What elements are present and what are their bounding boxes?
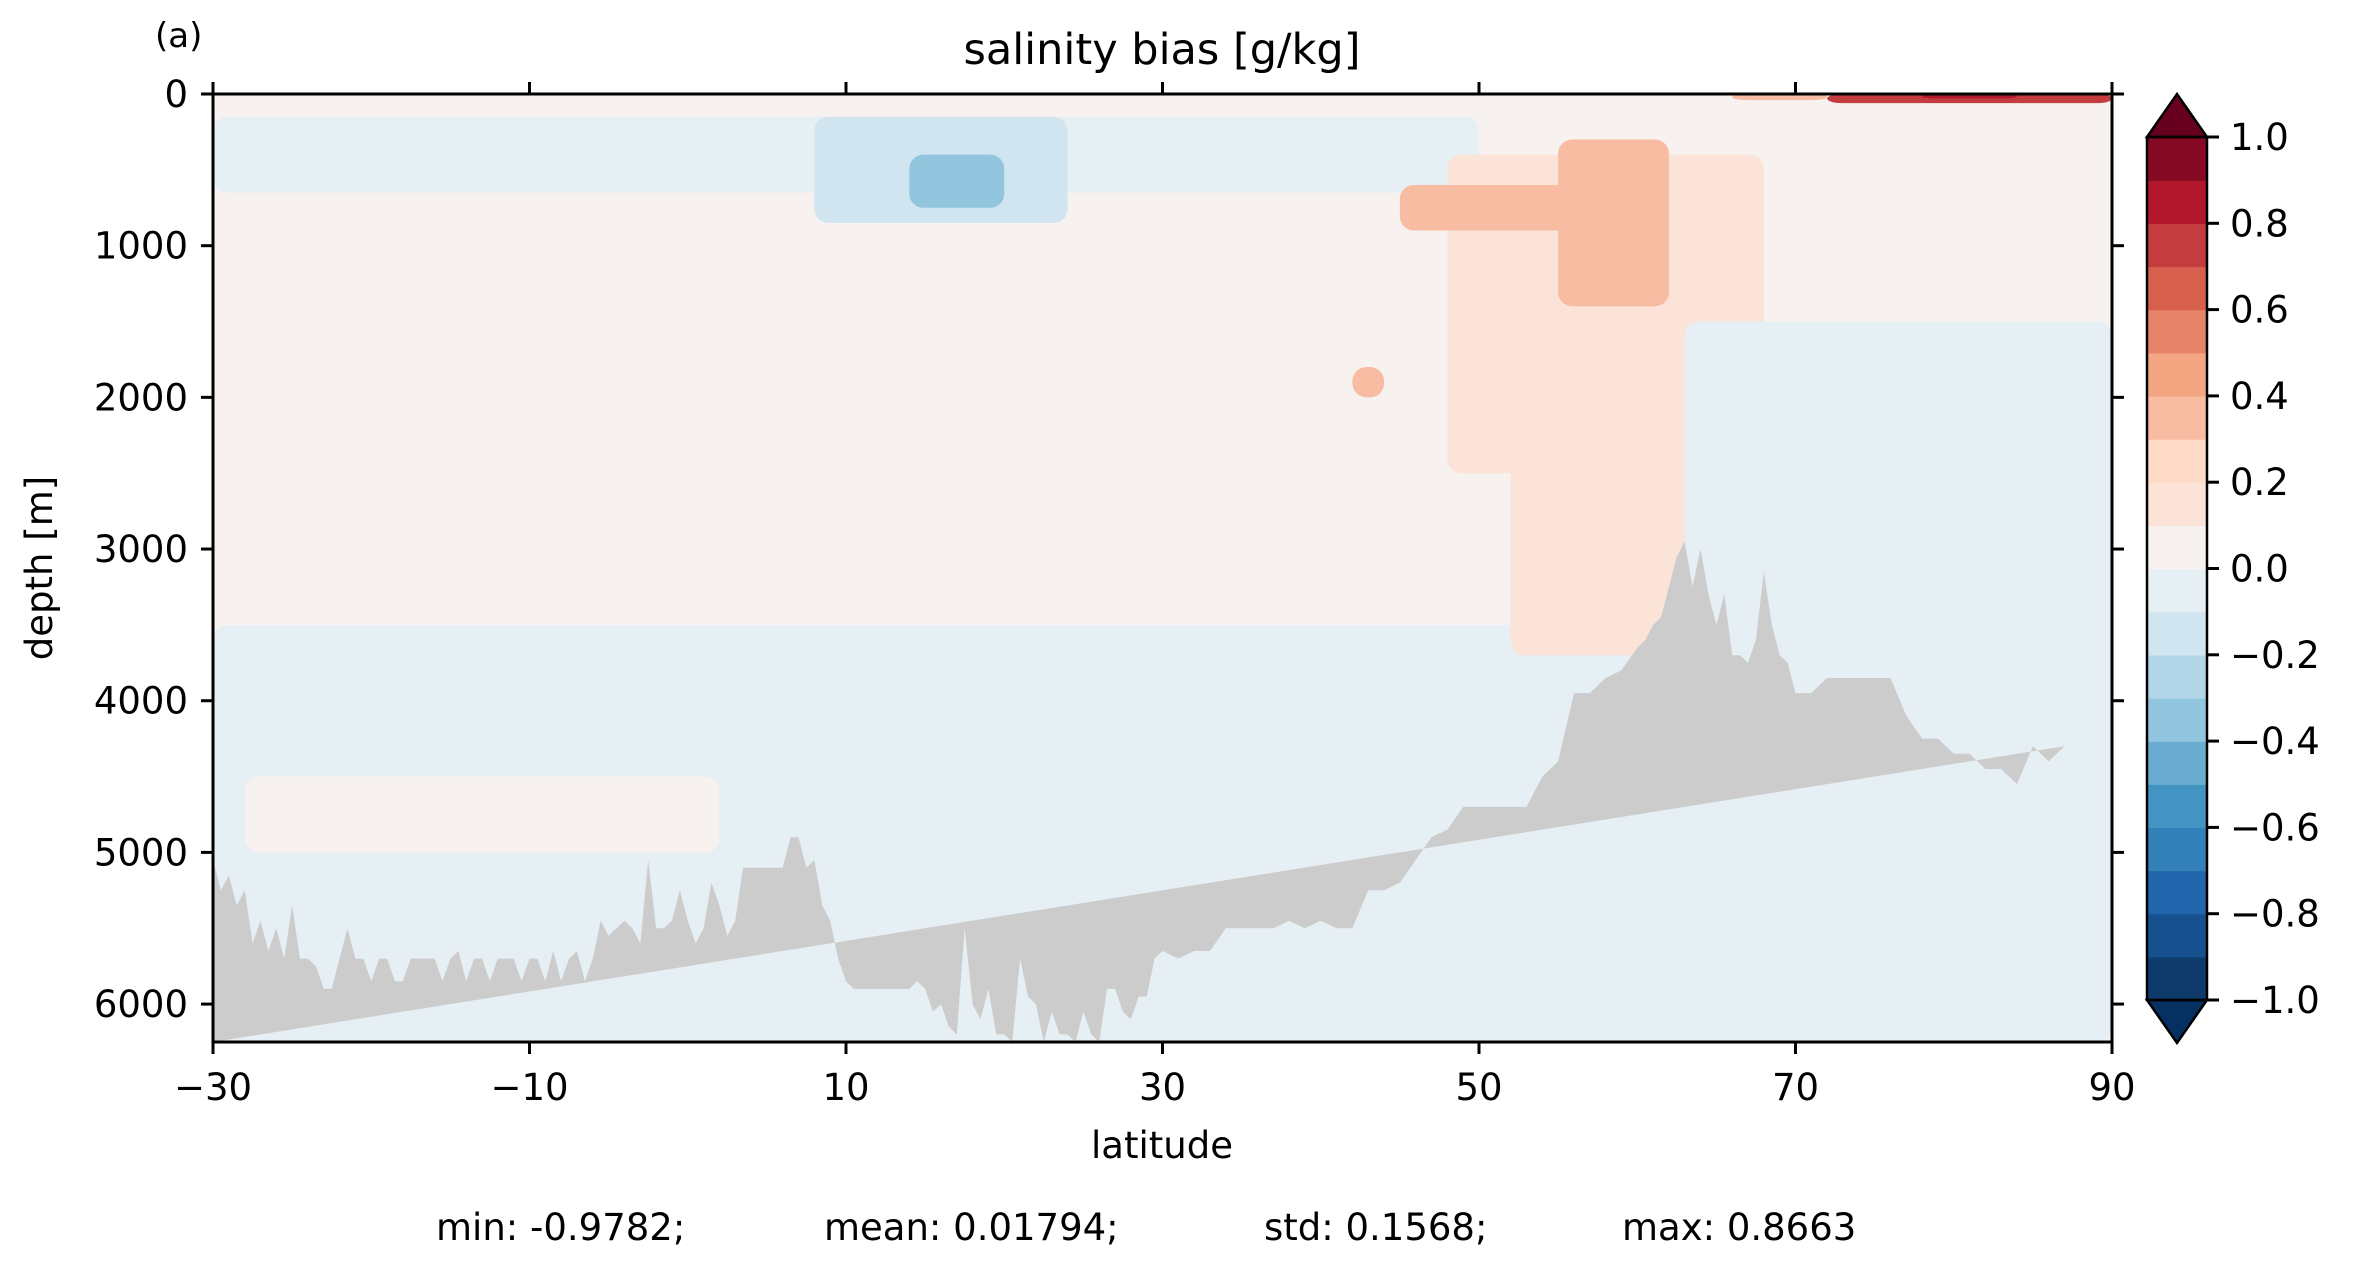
colorbar-tick-label: 1.0 bbox=[2230, 116, 2289, 159]
plot-area bbox=[213, 94, 2112, 1042]
salinity-field bbox=[213, 94, 2112, 1042]
colorbar-tick-label: −0.6 bbox=[2230, 806, 2320, 849]
x-axis-label: latitude bbox=[1091, 1124, 1233, 1167]
x-tick-label: 90 bbox=[2088, 1066, 2135, 1109]
colorbar-level bbox=[2147, 223, 2207, 268]
x-tick-label: 10 bbox=[822, 1066, 869, 1109]
x-tick-label: −30 bbox=[174, 1066, 252, 1109]
colorbar-level bbox=[2147, 956, 2207, 1001]
colorbar-level bbox=[2147, 395, 2207, 440]
panel-label: (a) bbox=[155, 16, 202, 56]
field-patch-10 bbox=[1399, 185, 1638, 231]
y-tick-label: 6000 bbox=[94, 983, 188, 1026]
colorbar-level bbox=[2147, 698, 2207, 742]
colorbar-level bbox=[2147, 784, 2207, 829]
stat-std: std: 0.1568; bbox=[1264, 1206, 1487, 1249]
colorbar-level bbox=[2147, 870, 2207, 915]
x-tick-label: 50 bbox=[1455, 1066, 1502, 1109]
colorbar-tick-label: 0.4 bbox=[2230, 375, 2289, 418]
stat-max: max: 0.8663 bbox=[1622, 1206, 1856, 1249]
field-patch-6 bbox=[244, 776, 720, 853]
field-patch-8 bbox=[1510, 245, 1701, 656]
colorbar-level bbox=[2147, 352, 2207, 397]
colorbar-level bbox=[2147, 827, 2207, 872]
colorbar-level bbox=[2147, 309, 2207, 354]
y-axis: 0 1000 2000 3000 4000 5000 6000 bbox=[94, 73, 2124, 1026]
colorbar: 1.0 0.8 0.6 0.4 0.2 0.0 −0.2 −0.4 −0.6 −0.8 −1.0 bbox=[2144, 91, 2320, 1046]
y-axis-label: depth [m] bbox=[18, 476, 61, 660]
chart-title: salinity bias [g/kg] bbox=[963, 25, 1360, 75]
y-tick-label: 1000 bbox=[94, 225, 188, 268]
colorbar-tick-label: 0.2 bbox=[2230, 461, 2289, 504]
colorbar-level bbox=[2147, 654, 2207, 699]
y-tick-label: 3000 bbox=[94, 528, 188, 571]
colorbar-tick-label: −1.0 bbox=[2230, 979, 2320, 1022]
y-tick-label: 0 bbox=[164, 73, 188, 116]
colorbar-level bbox=[2147, 525, 2207, 570]
x-axis: −30 −10 10 30 50 70 90 bbox=[174, 82, 2136, 1109]
colorbar-level bbox=[2147, 611, 2207, 656]
colorbar-tick-label: 0.6 bbox=[2230, 289, 2289, 332]
colorbar-level bbox=[2147, 266, 2207, 311]
colorbar-tick-label: −0.2 bbox=[2230, 634, 2320, 677]
x-tick-label: 30 bbox=[1139, 1066, 1186, 1109]
x-tick-label: 70 bbox=[1772, 1066, 1819, 1109]
field-patch-11 bbox=[1352, 367, 1385, 398]
colorbar-level bbox=[2147, 913, 2207, 958]
colorbar-extend-over bbox=[2144, 91, 2210, 139]
colorbar-level bbox=[2147, 439, 2207, 483]
colorbar-tick-label: 0.0 bbox=[2230, 548, 2289, 591]
field-patch-15 bbox=[1684, 321, 2112, 777]
colorbar-level bbox=[2147, 568, 2207, 613]
colorbar-level bbox=[2147, 482, 2207, 526]
stat-min: min: -0.9782; bbox=[436, 1206, 685, 1249]
bathymetry-land bbox=[213, 541, 2065, 1042]
colorbar-tick-label: −0.4 bbox=[2230, 720, 2320, 763]
field-patch-2 bbox=[213, 124, 846, 186]
colorbar-level bbox=[2147, 741, 2207, 785]
colorbar-extend-under bbox=[2144, 998, 2210, 1046]
y-tick-label: 2000 bbox=[94, 376, 188, 419]
y-tick-label: 4000 bbox=[94, 680, 188, 723]
colorbar-level bbox=[2147, 180, 2207, 224]
field-patch-4 bbox=[909, 154, 1005, 208]
x-tick-label: −10 bbox=[490, 1066, 568, 1109]
field-patch-5 bbox=[213, 655, 846, 777]
field-patch-14 bbox=[1732, 94, 1828, 101]
y-tick-label: 5000 bbox=[94, 831, 188, 874]
colorbar-level bbox=[2147, 137, 2207, 181]
colorbar-tick-label: 0.8 bbox=[2230, 202, 2289, 245]
stat-mean: mean: 0.01794; bbox=[824, 1206, 1119, 1249]
colorbar-tick-label: −0.8 bbox=[2230, 893, 2320, 936]
